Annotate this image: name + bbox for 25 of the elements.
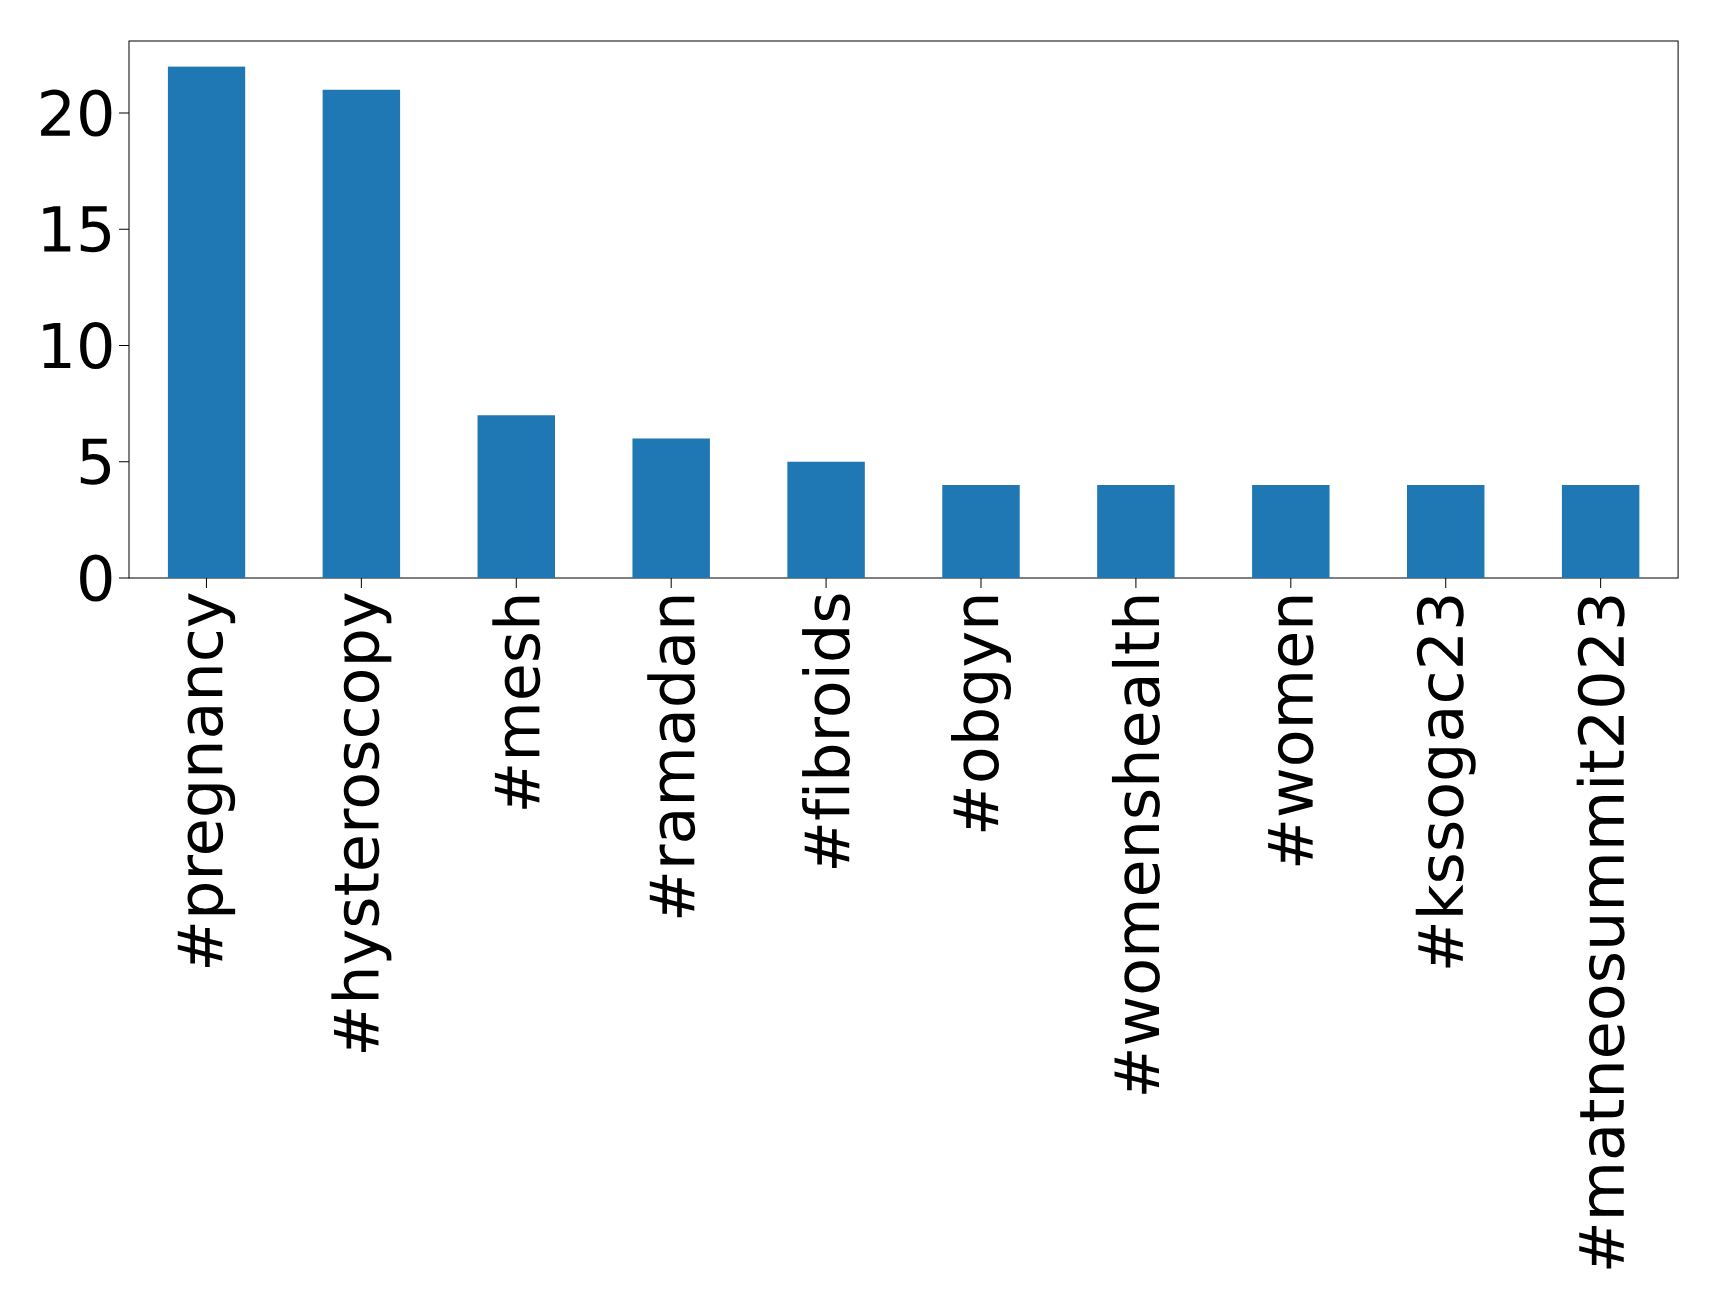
- x-tick-label: #women: [1268, 596, 1314, 866]
- x-tick-label: #kssogac23: [1415, 596, 1476, 968]
- bar: [632, 438, 710, 578]
- bar: [1097, 485, 1175, 578]
- x-tick-label: #fibroids: [802, 594, 851, 869]
- x-tick-label: #hysteroscopy: [331, 593, 392, 1052]
- x-tick-label: #obgyn: [951, 596, 1011, 832]
- x-tick-label: #pregnancy: [177, 593, 236, 968]
- y-tick-label: 20: [41, 89, 112, 137]
- bar: [942, 485, 1020, 578]
- bar: [322, 89, 401, 578]
- y-tick-label: 10: [43, 322, 112, 369]
- x-tick-label: #ramadan: [647, 596, 696, 918]
- bar: [1407, 485, 1485, 578]
- x-tick-label: #matneosummit2023: [1576, 596, 1625, 1269]
- x-tick-label: #mesh: [492, 596, 541, 809]
- y-tick-label: 5: [80, 438, 111, 485]
- x-tick-label: #womenshealth: [1111, 596, 1160, 1094]
- bar: [167, 66, 246, 578]
- bar: [1561, 485, 1640, 578]
- bar: [477, 415, 555, 578]
- y-tick-label: 15: [43, 206, 111, 253]
- bar: [787, 461, 865, 578]
- y-tick-label: 0: [80, 554, 112, 602]
- bar: [1252, 485, 1330, 578]
